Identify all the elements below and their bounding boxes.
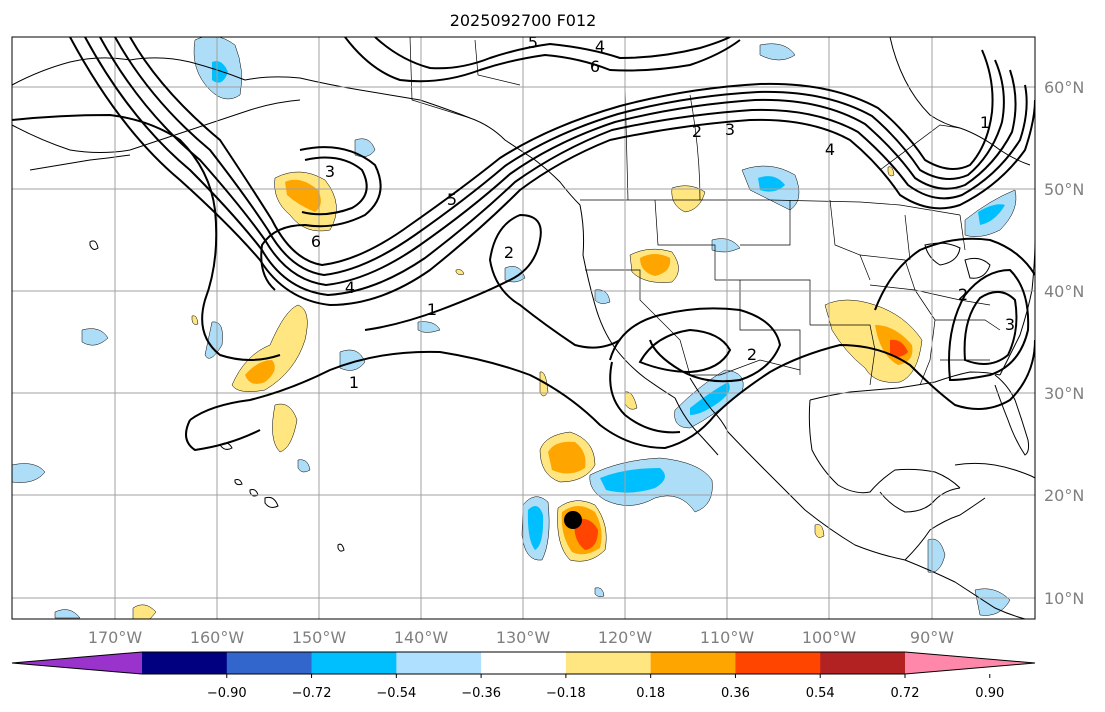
- colorbar: [11, 651, 1036, 675]
- contour-label: 6: [590, 57, 600, 76]
- lon-label: 140°W: [394, 628, 449, 647]
- lat-label: 50°N: [1044, 180, 1084, 199]
- colorbar-swatch: [650, 652, 736, 674]
- contour-label: 1: [349, 373, 359, 392]
- colorbar-tick-label: −0.90: [207, 686, 247, 701]
- lat-label: 20°N: [1044, 486, 1084, 505]
- contour-label: 5: [447, 190, 457, 209]
- blue-blob-se: [974, 588, 1011, 616]
- graticule: [12, 37, 1035, 619]
- contour-label: 4: [595, 37, 605, 56]
- colorbar-tick-label: −0.36: [461, 686, 501, 701]
- colorbar-swatch: [820, 652, 906, 674]
- colorbar-ticks: −0.90 −0.72 −0.54 −0.36 −0.18 0.18 0.36 0.54 0.7…: [207, 674, 1004, 701]
- lon-label: 150°W: [292, 628, 347, 647]
- contour-label: 2: [958, 285, 968, 304]
- colorbar-extend-low: [12, 652, 142, 674]
- plot-frame: [11, 36, 1036, 620]
- blue-blob-8: [204, 321, 223, 359]
- blue-blob-9: [339, 349, 366, 371]
- lon-label: 110°W: [700, 628, 755, 647]
- colorbar-tick-label: 0.72: [891, 686, 920, 701]
- lon-label: 160°W: [190, 628, 245, 647]
- lon-labels: 170°W 160°W 150°W 140°W 130°W 120°W 110°…: [88, 628, 954, 647]
- yellow-blob-3: [272, 403, 298, 453]
- colorbar-tick-label: −0.54: [376, 686, 416, 701]
- colorbar-swatch: [735, 652, 821, 674]
- contour-label: 3: [325, 162, 335, 181]
- lat-label: 60°N: [1044, 78, 1084, 97]
- colorbar-tick-label: −0.18: [546, 686, 586, 701]
- contour-label: 4: [345, 278, 355, 297]
- lon-label: 130°W: [496, 628, 551, 647]
- blue-blob-1: [354, 138, 376, 157]
- lon-label: 170°W: [88, 628, 143, 647]
- lat-label: 40°N: [1044, 282, 1084, 301]
- yellow-blob-4: [671, 185, 706, 213]
- contour-label: 1: [427, 300, 437, 319]
- plot-area: 5 4 6 3 2 3 6 5 4 2 1 1 2 4 2 1 3: [12, 33, 1035, 619]
- colorbar-extend-high: [905, 652, 1035, 674]
- blue-blob-6: [594, 289, 611, 304]
- colorbar-swatch: [481, 652, 567, 674]
- colorbar-swatch: [396, 652, 482, 674]
- colorbar-tick-label: 0.90: [975, 686, 1004, 701]
- colorbar-swatch: [565, 652, 652, 674]
- map-title: 2025092700 F012: [450, 11, 597, 30]
- lat-label: 10°N: [1044, 589, 1084, 608]
- lat-labels: 60°N 50°N 40°N 30°N 20°N 10°N: [1044, 78, 1084, 608]
- contour-label-group: 5 4 6 3 2 3 6 5 4 2 1 1 2 4 2 1 3: [311, 33, 1015, 392]
- contour-label: 2: [504, 243, 514, 262]
- lon-label: 90°W: [910, 628, 954, 647]
- contour-lines: [12, 37, 1035, 452]
- blue-blob-7: [81, 328, 109, 346]
- blue-blob-west-edge: [12, 463, 46, 483]
- colorbar-swatch: [311, 652, 397, 674]
- colorbar-tick-label: 0.36: [721, 686, 750, 701]
- contour-label: 2: [692, 122, 702, 141]
- contour-label: 3: [1005, 315, 1015, 334]
- contour-label: 2: [747, 345, 757, 364]
- lon-label: 100°W: [802, 628, 857, 647]
- colorbar-tick-label: −0.72: [292, 686, 332, 701]
- colorbar-outline: [11, 651, 1036, 675]
- storm-center-dot-icon: [564, 511, 582, 529]
- colorbar-swatch: [142, 652, 228, 674]
- contour-label: 4: [825, 140, 835, 159]
- blue-blob-4: [711, 238, 741, 253]
- colorbar-tick-label: 0.54: [806, 686, 835, 701]
- colorbar-tick-label: 0.18: [636, 686, 665, 701]
- contour-label: 1: [980, 113, 990, 132]
- contour-label: 3: [725, 120, 735, 139]
- blue-blob-2: [759, 43, 796, 61]
- colorbar-swatch: [226, 652, 313, 674]
- contour-label: 6: [311, 232, 321, 251]
- contour-label: 5: [528, 33, 538, 52]
- lon-label: 120°W: [598, 628, 653, 647]
- lat-label: 30°N: [1044, 384, 1084, 403]
